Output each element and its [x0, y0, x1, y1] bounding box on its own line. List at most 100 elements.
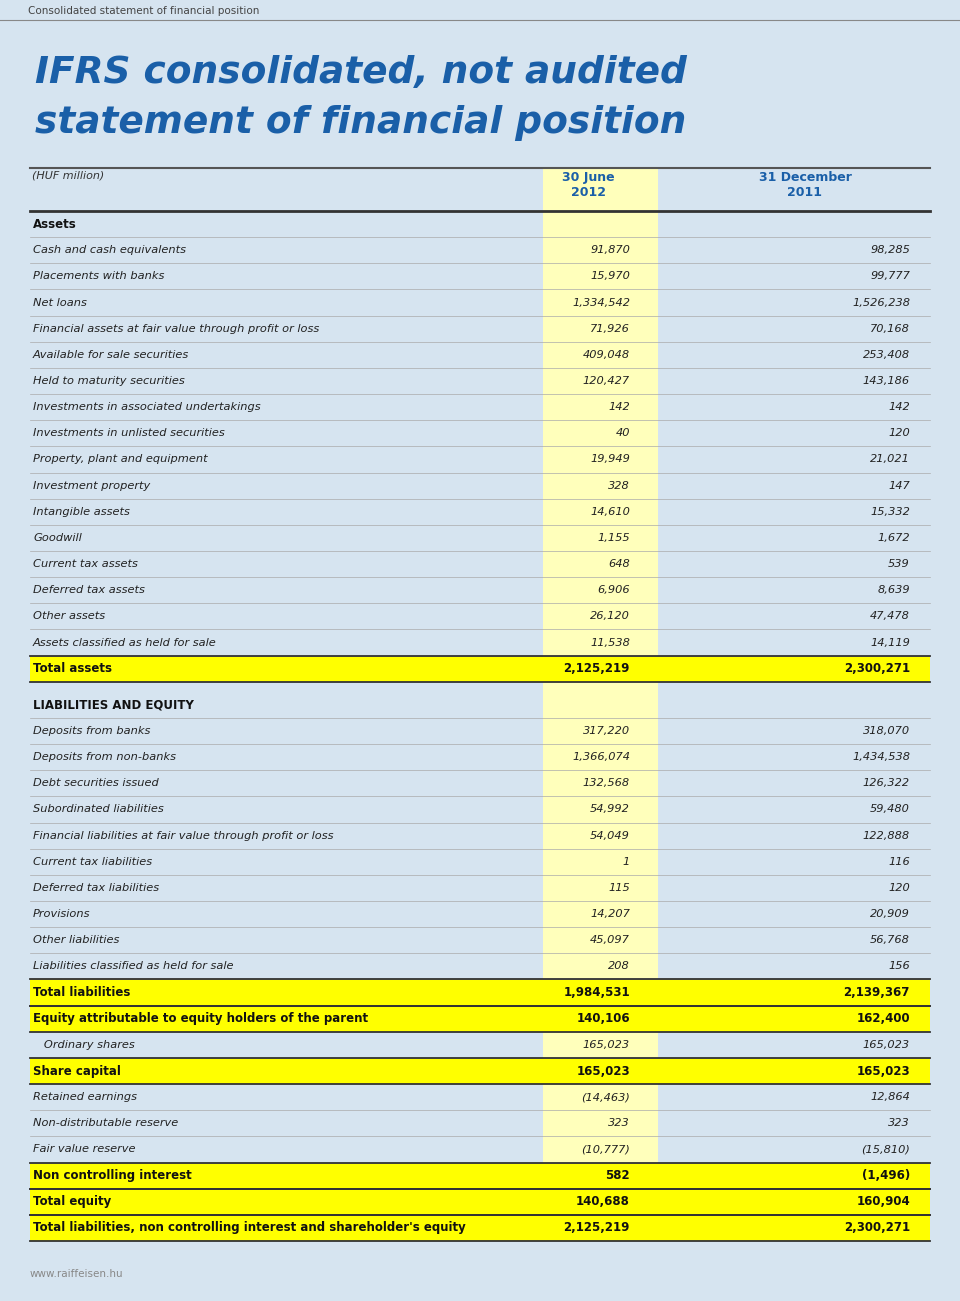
Text: 14,610: 14,610	[590, 507, 630, 516]
Text: 115: 115	[609, 883, 630, 892]
Text: 14,119: 14,119	[870, 637, 910, 648]
Text: Deferred tax assets: Deferred tax assets	[33, 585, 145, 596]
Bar	[30, 1215, 930, 1241]
Text: (1,496): (1,496)	[862, 1170, 910, 1183]
Text: 165,023: 165,023	[856, 1064, 910, 1077]
Text: Investment property: Investment property	[33, 480, 151, 490]
Text: 142: 142	[888, 402, 910, 412]
Text: Other assets: Other assets	[33, 611, 106, 622]
Text: 15,970: 15,970	[590, 272, 630, 281]
Text: 140,106: 140,106	[576, 1012, 630, 1025]
Text: 1,526,238: 1,526,238	[852, 298, 910, 307]
Text: (10,777): (10,777)	[581, 1145, 630, 1154]
Text: 1,334,542: 1,334,542	[572, 298, 630, 307]
Text: 59,480: 59,480	[870, 804, 910, 814]
Text: www.raiffeisen.hu: www.raiffeisen.hu	[30, 1268, 124, 1279]
Text: 1,672: 1,672	[877, 533, 910, 543]
Text: Available for sale securities: Available for sale securities	[33, 350, 189, 360]
Text: Equity attributable to equity holders of the parent: Equity attributable to equity holders of…	[33, 1012, 368, 1025]
Text: 99,777: 99,777	[870, 272, 910, 281]
Text: (HUF million): (HUF million)	[32, 170, 105, 181]
Text: Assets classified as held for sale: Assets classified as held for sale	[33, 637, 217, 648]
Bar	[30, 980, 930, 1006]
Text: Deposits from non-banks: Deposits from non-banks	[33, 752, 176, 762]
Text: 648: 648	[609, 559, 630, 569]
Text: statement of financial position: statement of financial position	[35, 105, 686, 141]
Bar	[30, 1006, 930, 1032]
Text: Cash and cash equivalents: Cash and cash equivalents	[33, 245, 186, 255]
Text: 140,688: 140,688	[576, 1196, 630, 1209]
Bar	[543, 168, 658, 1241]
Text: Investments in unlisted securities: Investments in unlisted securities	[33, 428, 225, 438]
Text: Ordinary shares: Ordinary shares	[33, 1039, 134, 1050]
Text: 8,639: 8,639	[877, 585, 910, 596]
Text: 12,864: 12,864	[870, 1092, 910, 1102]
Text: 120: 120	[888, 883, 910, 892]
Text: 126,322: 126,322	[863, 778, 910, 788]
Text: 2,125,219: 2,125,219	[564, 1222, 630, 1235]
Text: Current tax assets: Current tax assets	[33, 559, 138, 569]
Text: Goodwill: Goodwill	[33, 533, 82, 543]
Text: 26,120: 26,120	[590, 611, 630, 622]
Text: 120,427: 120,427	[583, 376, 630, 386]
Text: 328: 328	[609, 480, 630, 490]
Text: 323: 323	[609, 1119, 630, 1128]
Text: 318,070: 318,070	[863, 726, 910, 736]
Text: Placements with banks: Placements with banks	[33, 272, 164, 281]
Text: Subordinated liabilities: Subordinated liabilities	[33, 804, 164, 814]
Text: 2,139,367: 2,139,367	[844, 986, 910, 999]
Text: Other liabilities: Other liabilities	[33, 935, 119, 946]
Text: 45,097: 45,097	[590, 935, 630, 946]
Text: 2011: 2011	[787, 186, 823, 199]
Bar	[30, 656, 930, 682]
Text: 56,768: 56,768	[870, 935, 910, 946]
Text: 165,023: 165,023	[583, 1039, 630, 1050]
Text: Non controlling interest: Non controlling interest	[33, 1170, 192, 1183]
Text: Share capital: Share capital	[33, 1064, 121, 1077]
Text: 1: 1	[623, 857, 630, 866]
Text: 2,125,219: 2,125,219	[564, 662, 630, 675]
Text: 98,285: 98,285	[870, 245, 910, 255]
Text: LIABILITIES AND EQUITY: LIABILITIES AND EQUITY	[33, 699, 194, 712]
Text: 116: 116	[888, 857, 910, 866]
Text: 2,300,271: 2,300,271	[844, 1222, 910, 1235]
Text: 91,870: 91,870	[590, 245, 630, 255]
Bar	[30, 1163, 930, 1189]
Text: 31 December: 31 December	[758, 170, 852, 183]
Text: 14,207: 14,207	[590, 909, 630, 919]
Text: 6,906: 6,906	[597, 585, 630, 596]
Text: 2,300,271: 2,300,271	[844, 662, 910, 675]
Bar	[30, 1189, 930, 1215]
Text: 54,049: 54,049	[590, 830, 630, 840]
Text: 120: 120	[888, 428, 910, 438]
Text: 147: 147	[888, 480, 910, 490]
Text: 30 June: 30 June	[562, 170, 614, 183]
Text: 2012: 2012	[570, 186, 606, 199]
Text: Deposits from banks: Deposits from banks	[33, 726, 151, 736]
Text: Deferred tax liabilities: Deferred tax liabilities	[33, 883, 159, 892]
Text: 143,186: 143,186	[863, 376, 910, 386]
Text: Retained earnings: Retained earnings	[33, 1092, 137, 1102]
Text: Liabilities classified as held for sale: Liabilities classified as held for sale	[33, 961, 233, 972]
Text: 165,023: 165,023	[576, 1064, 630, 1077]
Text: 162,400: 162,400	[856, 1012, 910, 1025]
Text: (14,463): (14,463)	[581, 1092, 630, 1102]
Text: 47,478: 47,478	[870, 611, 910, 622]
Text: 323: 323	[888, 1119, 910, 1128]
Text: Investments in associated undertakings: Investments in associated undertakings	[33, 402, 260, 412]
Text: Property, plant and equipment: Property, plant and equipment	[33, 454, 207, 464]
Text: 1,366,074: 1,366,074	[572, 752, 630, 762]
Text: 21,021: 21,021	[870, 454, 910, 464]
Text: Assets: Assets	[33, 217, 77, 230]
Text: 539: 539	[888, 559, 910, 569]
Text: 122,888: 122,888	[863, 830, 910, 840]
Text: 19,949: 19,949	[590, 454, 630, 464]
Text: 156: 156	[888, 961, 910, 972]
Text: Financial assets at fair value through profit or loss: Financial assets at fair value through p…	[33, 324, 320, 333]
Text: Fair value reserve: Fair value reserve	[33, 1145, 135, 1154]
Text: 11,538: 11,538	[590, 637, 630, 648]
Text: Intangible assets: Intangible assets	[33, 507, 130, 516]
Text: Debt securities issued: Debt securities issued	[33, 778, 158, 788]
Text: 20,909: 20,909	[870, 909, 910, 919]
Text: Financial liabilities at fair value through profit or loss: Financial liabilities at fair value thro…	[33, 830, 333, 840]
